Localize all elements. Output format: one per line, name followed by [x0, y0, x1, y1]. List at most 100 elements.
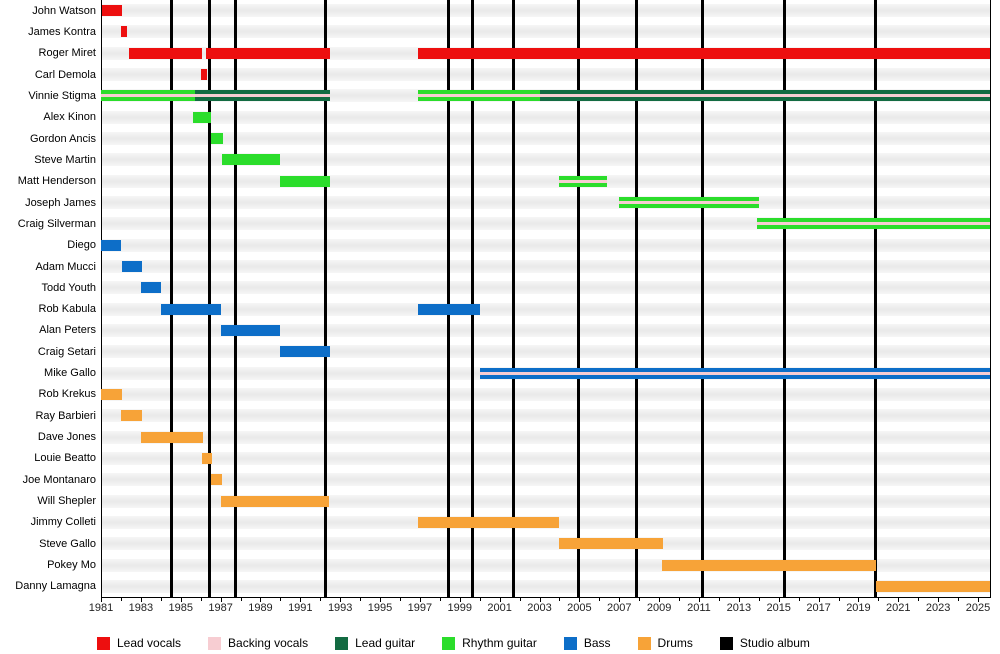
- axis-minor-tick: [120, 598, 122, 601]
- axis-major-tick: [380, 598, 382, 602]
- plot-right-border: [990, 0, 991, 597]
- timeline-bar-rhythm_guitar: [221, 154, 281, 166]
- axis-baseline: [101, 597, 991, 598]
- legend-label: Lead vocals: [117, 636, 182, 650]
- legend-label: Bass: [583, 636, 611, 650]
- row-background-band: [101, 430, 990, 444]
- legend-item-drums: Drums: [637, 636, 693, 650]
- studio-album-line: [323, 0, 327, 597]
- axis-year-label: 1997: [407, 602, 433, 614]
- axis-minor-tick: [399, 598, 401, 601]
- axis-year-label: 2003: [527, 602, 552, 614]
- legend-item-lead_vocals: Lead vocals: [97, 636, 181, 650]
- legend-item-rhythm_guitar: Rhythm guitar: [442, 636, 537, 650]
- axis-major-tick: [220, 598, 222, 602]
- axis-minor-tick: [758, 598, 760, 601]
- axis-year-label: 2013: [726, 602, 752, 614]
- axis-major-tick: [978, 598, 980, 602]
- member-name-label: Louie Beatto: [34, 452, 96, 465]
- legend-swatch-backing_vocals: [208, 636, 222, 650]
- axis-major-tick: [698, 598, 700, 602]
- row-background-band: [101, 4, 990, 18]
- axis-major-tick: [579, 598, 581, 602]
- timeline-bar-drums: [876, 580, 990, 592]
- axis-minor-tick: [958, 598, 960, 601]
- axis-minor-tick: [718, 598, 720, 601]
- backing-vocals-stripe: [756, 222, 990, 226]
- axis-minor-tick: [360, 598, 362, 601]
- row-background-band: [101, 387, 990, 401]
- timeline-bar-drums: [559, 538, 664, 550]
- legend-item-bass: Bass: [563, 636, 611, 650]
- legend: Lead vocals Backing vocals Lead guitar Rhyt…: [97, 635, 810, 651]
- member-name-label: Craig Silverman: [17, 217, 96, 230]
- timeline-bar-drums: [101, 388, 122, 400]
- timeline-bar-lead_vocals: [417, 47, 990, 59]
- backing-vocals-stripe: [479, 371, 990, 375]
- row-background-band: [101, 537, 990, 551]
- member-name-label: Jimmy Colleti: [30, 516, 96, 529]
- legend-swatch-studio_album: [719, 636, 733, 650]
- member-name-label: Mike Gallo: [44, 367, 96, 380]
- axis-year-label: 2005: [567, 602, 592, 614]
- axis-major-tick: [659, 598, 661, 602]
- axis-year-label: 1983: [128, 602, 154, 614]
- member-name-label: Roger Miret: [38, 47, 96, 60]
- axis-minor-tick: [559, 598, 561, 601]
- timeline-bar-rhythm_guitar: [210, 133, 223, 145]
- row-background-band: [101, 132, 990, 146]
- axis-minor-tick: [240, 598, 242, 601]
- row-background-band: [101, 110, 990, 124]
- axis-major-tick: [818, 598, 820, 602]
- axis-year-label: 1989: [248, 602, 273, 614]
- studio-album-line: [170, 0, 174, 597]
- member-name-label: Vinnie Stigma: [28, 89, 96, 102]
- timeline-bar-lead_vocals: [120, 26, 127, 38]
- member-name-label: Rob Kabula: [38, 303, 97, 316]
- axis-major-tick: [300, 598, 302, 602]
- studio-album-line: [576, 0, 580, 597]
- legend-swatch-lead_vocals: [97, 636, 110, 650]
- row-background-band: [101, 238, 990, 252]
- member-name-label: Alex Kinon: [43, 111, 96, 124]
- member-name-label: Will Shepler: [37, 495, 96, 508]
- timeline-bar-drums: [120, 410, 142, 422]
- axis-major-tick: [938, 598, 940, 602]
- row-background-band: [101, 451, 990, 465]
- axis-major-tick: [898, 598, 900, 602]
- axis-year-label: 2019: [846, 602, 871, 614]
- axis-year-label: 1987: [208, 602, 233, 614]
- axis-year-label: 2007: [607, 602, 632, 614]
- legend-label: Lead guitar: [355, 636, 416, 650]
- studio-album-line: [783, 0, 787, 597]
- axis-year-label: 2015: [766, 602, 791, 614]
- timeline-bar-bass: [101, 239, 121, 251]
- member-name-label: Steve Gallo: [39, 537, 96, 550]
- axis-year-label: 1995: [367, 602, 393, 614]
- timeline-bar-drums: [201, 452, 212, 464]
- member-name-label: Carl Demola: [34, 68, 96, 81]
- member-name-label: Adam Mucci: [35, 260, 96, 273]
- backing-vocals-stripe: [101, 94, 331, 98]
- axis-major-tick: [260, 598, 262, 602]
- axis-year-label: 2001: [487, 602, 512, 614]
- row-background-band: [101, 579, 990, 593]
- member-name-label: Todd Youth: [41, 281, 96, 294]
- legend-label: Rhythm guitar: [462, 636, 537, 650]
- member-name-label: Ray Barbieri: [35, 409, 96, 422]
- axis-major-tick: [140, 598, 142, 602]
- backing-vocals-stripe: [619, 201, 759, 205]
- row-background-band: [101, 323, 990, 337]
- studio-album-line: [634, 0, 638, 597]
- axis-minor-tick: [280, 598, 282, 601]
- axis-minor-tick: [439, 598, 441, 601]
- axis-minor-tick: [798, 598, 800, 601]
- axis-year-label: 2011: [687, 602, 711, 614]
- row-background-band: [101, 196, 990, 210]
- timeline-bar-bass: [160, 303, 221, 315]
- timeline-bar-bass: [220, 324, 281, 336]
- legend-item-studio_album: Studio album: [719, 636, 810, 650]
- legend-swatch-bass: [563, 636, 577, 650]
- timeline-bar-drums: [662, 559, 877, 571]
- studio-album-line: [234, 0, 238, 597]
